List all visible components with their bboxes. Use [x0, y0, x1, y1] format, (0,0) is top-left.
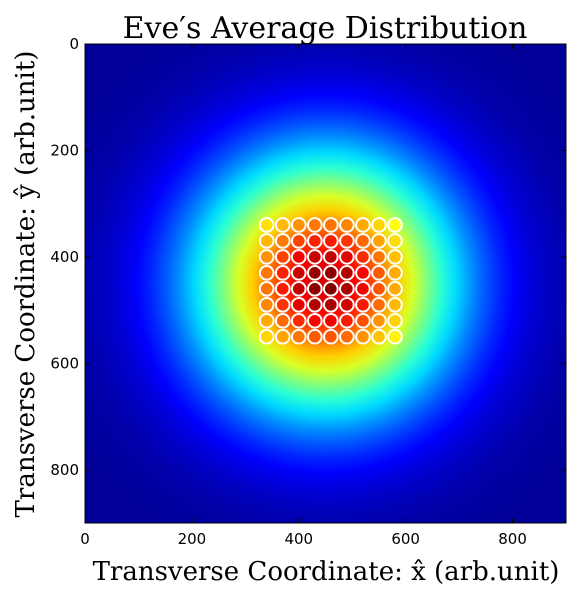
spot-point-r2-c7 [371, 249, 387, 265]
chart-title: Eve′s Average Distribution [123, 11, 528, 46]
spot-point-r3-c4 [323, 265, 339, 281]
spot-point-r4-c3 [306, 281, 323, 297]
spot-point-r5-c5 [339, 296, 355, 313]
spot-point-r1-c0 [258, 233, 275, 249]
spot-point-r4-c7 [371, 281, 387, 297]
spot-point-r6-c6 [355, 312, 371, 329]
spot-point-r6-c3 [306, 312, 323, 329]
spot-point-r7-c2 [290, 328, 307, 345]
spot-point-r6-c2 [290, 312, 307, 329]
plot-frame [84, 43, 567, 524]
spot-point-r2-c1 [274, 249, 291, 265]
spot-point-r6-c7 [371, 312, 387, 329]
spot-point-r3-c8 [387, 265, 403, 281]
spot-point-r3-c3 [306, 265, 323, 281]
spot-point-r4-c4 [323, 281, 339, 297]
spot-point-r2-c0 [258, 249, 275, 265]
x-axis: 0 200 400 600 800 [80, 44, 527, 548]
spot-point-r2-c4 [323, 249, 339, 265]
spot-point-r7-c7 [371, 328, 387, 345]
spot-point-r2-c8 [387, 249, 403, 265]
spot-point-r2-c6 [355, 249, 371, 265]
x-tick-label: 600 [391, 530, 420, 548]
spot-point-r0-c0 [258, 217, 275, 233]
y-tick-label: 0 [69, 35, 79, 53]
y-tick-label: 800 [50, 461, 79, 479]
spot-point-r4-c0 [258, 281, 275, 297]
spot-point-r7-c6 [355, 328, 371, 345]
spot-point-r7-c8 [387, 328, 403, 345]
spot-point-r2-c3 [306, 249, 323, 265]
spot-point-r5-c1 [274, 296, 291, 313]
y-axis: 0 200 400 600 800 [50, 35, 566, 479]
spot-point-r4-c8 [387, 281, 403, 297]
spot-point-r5-c2 [290, 296, 307, 313]
spot-point-r0-c2 [290, 217, 307, 233]
spot-point-r4-c5 [339, 281, 355, 297]
spot-point-r7-c0 [258, 328, 275, 345]
spot-point-r0-c1 [274, 217, 291, 233]
x-tick-label: 800 [498, 530, 527, 548]
spot-point-r1-c6 [355, 233, 371, 249]
spot-point-r6-c0 [258, 312, 275, 329]
spot-point-r5-c3 [306, 296, 323, 313]
spot-point-r5-c6 [355, 296, 371, 313]
y-tick-label: 600 [50, 354, 79, 372]
y-tick-label: 400 [50, 248, 79, 266]
spot-point-r0-c4 [323, 217, 339, 233]
x-axis-label: Transverse Coordinate: x̂ (arb.unit) [93, 557, 560, 587]
x-tick-label: 400 [284, 530, 313, 548]
spot-point-r1-c8 [387, 233, 403, 249]
spot-point-r4-c6 [355, 281, 371, 297]
spot-point-r3-c0 [258, 265, 275, 281]
spot-point-r6-c4 [323, 312, 339, 329]
spot-point-r5-c8 [387, 296, 403, 313]
spot-point-r1-c5 [339, 233, 355, 249]
plot-area [85, 44, 566, 523]
spot-point-r3-c7 [371, 265, 387, 281]
y-tick-label: 200 [50, 141, 79, 159]
spot-point-r3-c1 [274, 265, 291, 281]
spot-point-r7-c4 [323, 328, 339, 345]
spot-point-r5-c4 [323, 296, 339, 313]
x-tick-label: 200 [178, 530, 207, 548]
x-tick-label: 0 [80, 530, 90, 548]
spot-point-r3-c2 [290, 265, 307, 281]
spot-point-r1-c1 [274, 233, 291, 249]
spot-point-r0-c6 [355, 217, 371, 233]
spot-point-r0-c5 [339, 217, 355, 233]
spot-point-r6-c8 [387, 312, 403, 329]
spot-point-r7-c3 [306, 328, 323, 345]
spot-point-r1-c4 [323, 233, 339, 249]
spot-point-r5-c7 [371, 296, 387, 313]
spot-point-r3-c6 [355, 265, 371, 281]
spot-point-r2-c2 [290, 249, 307, 265]
spot-point-r6-c5 [339, 312, 355, 329]
spot-point-r4-c2 [290, 281, 307, 297]
spot-point-r7-c5 [339, 328, 355, 345]
spot-point-r6-c1 [274, 312, 291, 329]
spot-point-r0-c7 [371, 217, 387, 233]
spot-point-r4-c1 [274, 281, 291, 297]
spot-point-r2-c5 [339, 249, 355, 265]
spot-point-r7-c1 [274, 328, 291, 345]
spot-point-r0-c8 [387, 217, 403, 233]
spot-point-r0-c3 [306, 217, 323, 233]
y-axis-label: Transverse Coordinate: ŷ (arb.unit) [11, 51, 41, 518]
spot-point-r1-c3 [306, 233, 323, 249]
spot-point-r1-c7 [371, 233, 387, 249]
spot-point-r5-c0 [258, 296, 275, 313]
spot-point-r3-c5 [339, 265, 355, 281]
spot-point-r1-c2 [290, 233, 307, 249]
